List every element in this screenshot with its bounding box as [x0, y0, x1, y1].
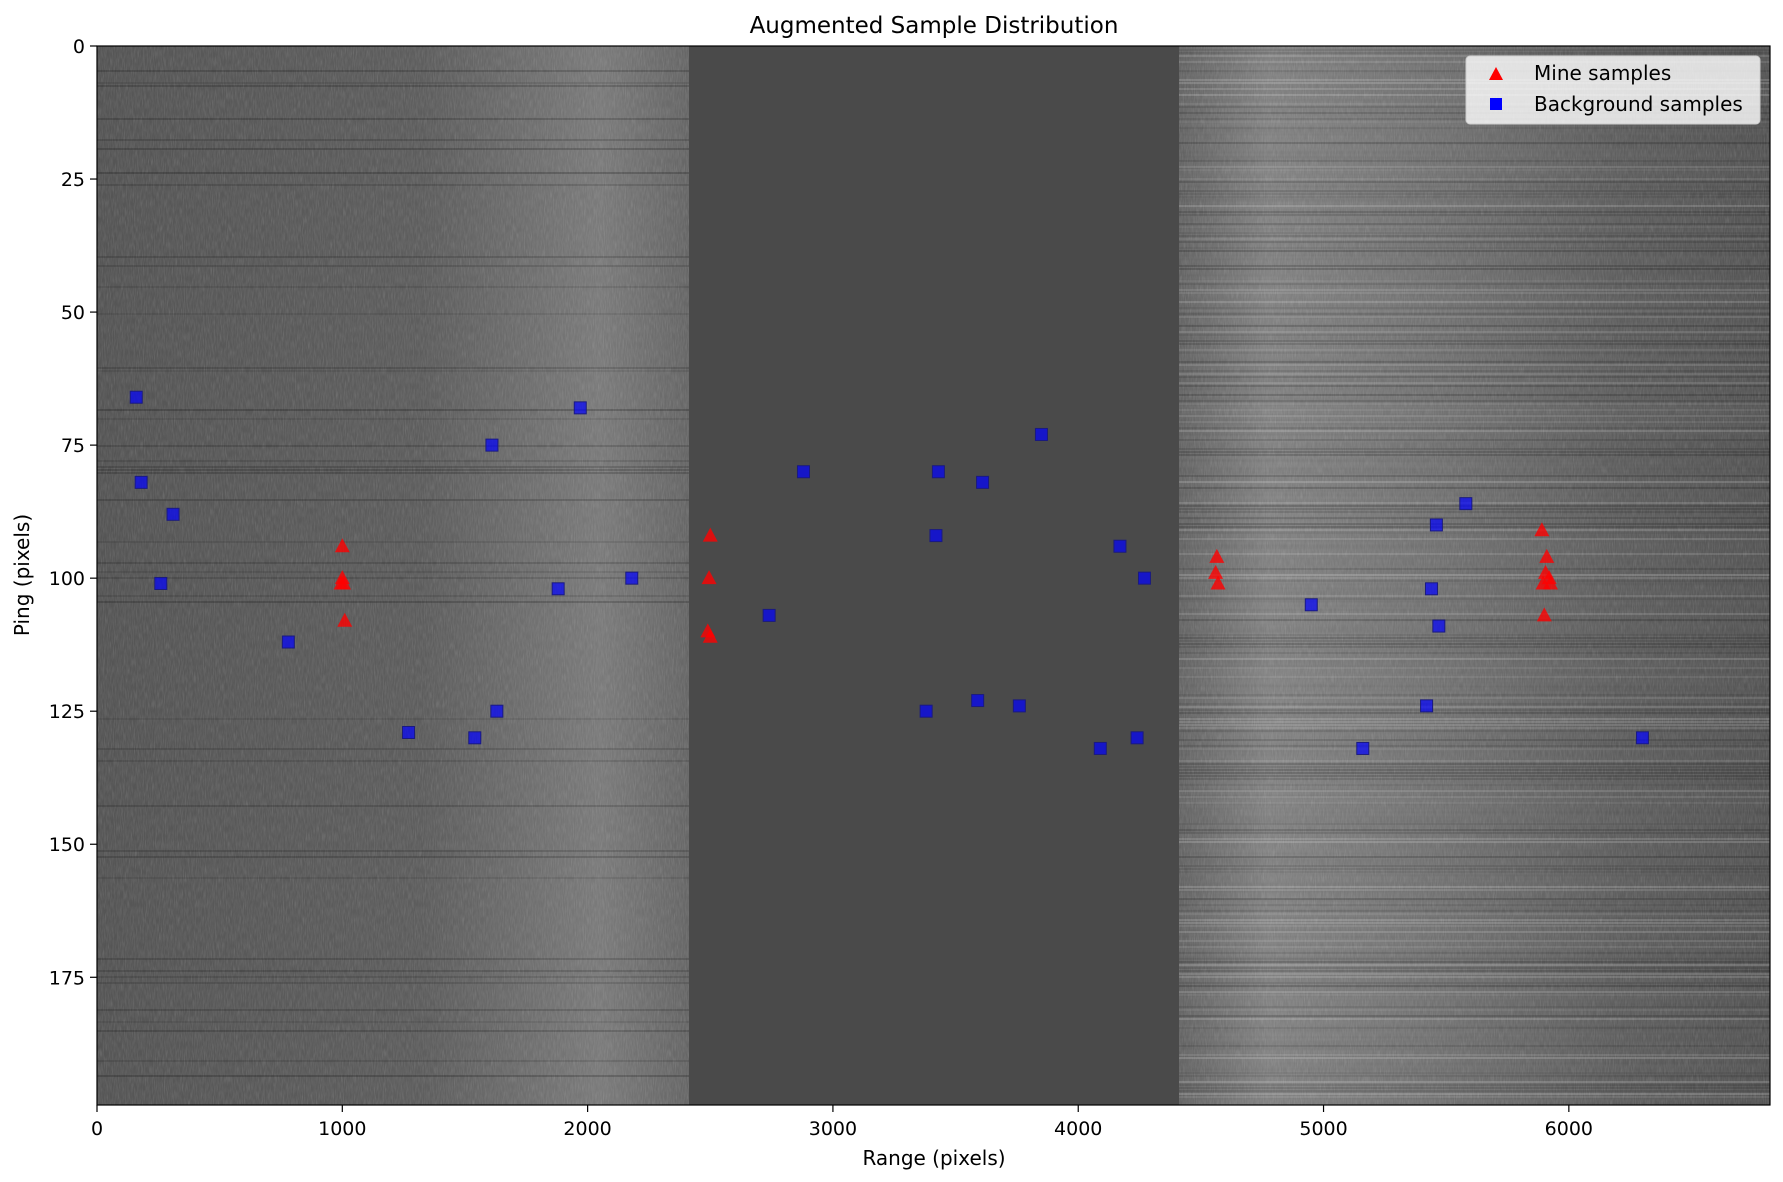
- y-tick-label: 150: [49, 834, 85, 856]
- x-tick-label: 2000: [563, 1118, 611, 1140]
- background-sample-point: [1137, 571, 1151, 585]
- x-axis-label: Range (pixels): [862, 1146, 1005, 1170]
- background-sample-point: [1130, 731, 1144, 745]
- legend-background-marker: [1490, 98, 1502, 110]
- background-sample-point: [976, 475, 990, 489]
- background-sample-point: [796, 465, 810, 479]
- y-tick-label: 0: [73, 36, 85, 58]
- background-sample-point: [1459, 497, 1473, 511]
- x-axis: 0 1000 2000 3000 4000 5000 6000: [91, 1105, 1593, 1140]
- x-tick-label: 4000: [1054, 1118, 1102, 1140]
- mine-sample-point: [1210, 575, 1226, 590]
- mine-sample-point: [1542, 575, 1558, 590]
- background-sample-point: [1356, 741, 1370, 755]
- background-sample-point: [625, 571, 639, 585]
- background-sample-point: [1304, 598, 1318, 612]
- background-sample-point: [931, 465, 945, 479]
- background-sample-point: [281, 635, 295, 649]
- x-tick-label: 0: [91, 1118, 103, 1140]
- mine-sample-point: [1209, 548, 1225, 563]
- x-tick-label: 3000: [809, 1118, 857, 1140]
- y-axis-label: Ping (pixels): [10, 514, 34, 636]
- sonar-background-image: [97, 46, 1770, 1105]
- mine-sample-point: [334, 538, 350, 553]
- background-sample-point: [551, 582, 565, 596]
- background-sample-point: [1093, 741, 1107, 755]
- mine-sample-point: [702, 527, 718, 542]
- y-tick-label: 100: [49, 568, 85, 590]
- background-sample-point: [573, 401, 587, 415]
- mine-sample-point: [702, 628, 718, 643]
- plot-frame: [96, 45, 1771, 1106]
- x-tick-label: 5000: [1299, 1118, 1347, 1140]
- y-axis: 0 25 50 75 100 125 150 175: [49, 36, 97, 989]
- background-sample-point: [1432, 619, 1446, 633]
- background-sample-point: [490, 704, 504, 718]
- background-sample-point: [485, 438, 499, 452]
- y-tick-label: 75: [61, 435, 85, 457]
- mine-sample-point: [701, 570, 717, 585]
- x-tick-label: 6000: [1545, 1118, 1593, 1140]
- background-sample-point: [1424, 582, 1438, 596]
- background-sample-point: [468, 731, 482, 745]
- background-sample-point: [134, 475, 148, 489]
- background-sample-point: [1635, 731, 1649, 745]
- background-sample-point: [929, 529, 943, 543]
- background-sample-point: [971, 694, 985, 708]
- mine-sample-point: [1534, 522, 1550, 537]
- background-sample-point: [129, 390, 143, 404]
- mine-sample-point: [1539, 548, 1555, 563]
- background-sample-point: [1420, 699, 1434, 713]
- y-tick-label: 175: [49, 967, 85, 989]
- legend-background-label: Background samples: [1534, 92, 1743, 116]
- chart-title: Augmented Sample Distribution: [750, 13, 1119, 39]
- background-sample-point: [166, 507, 180, 521]
- mine-sample-point: [1536, 607, 1552, 622]
- y-tick-label: 25: [61, 169, 85, 191]
- background-sample-point: [1113, 539, 1127, 553]
- y-tick-label: 50: [61, 302, 85, 324]
- legend-box: [1465, 55, 1761, 125]
- background-sample-point: [1429, 518, 1443, 532]
- y-tick-label: 125: [49, 701, 85, 723]
- mine-sample-point: [1208, 564, 1224, 579]
- legend-mine-label: Mine samples: [1534, 61, 1671, 85]
- background-sample-point: [1012, 699, 1026, 713]
- data-points: [129, 390, 1649, 755]
- legend: Mine samples Background samples: [1465, 55, 1761, 125]
- background-sample-point: [919, 704, 933, 718]
- background-sample-point: [762, 608, 776, 622]
- background-sample-point: [154, 576, 168, 590]
- background-sample-point: [402, 725, 416, 739]
- sonar-stripes-left: [97, 70, 689, 1077]
- x-tick-label: 1000: [318, 1118, 366, 1140]
- background-sample-point: [1034, 427, 1048, 441]
- mine-sample-point: [337, 612, 353, 627]
- legend-mine-marker: [1489, 67, 1503, 80]
- mine-sample-point: [336, 575, 352, 590]
